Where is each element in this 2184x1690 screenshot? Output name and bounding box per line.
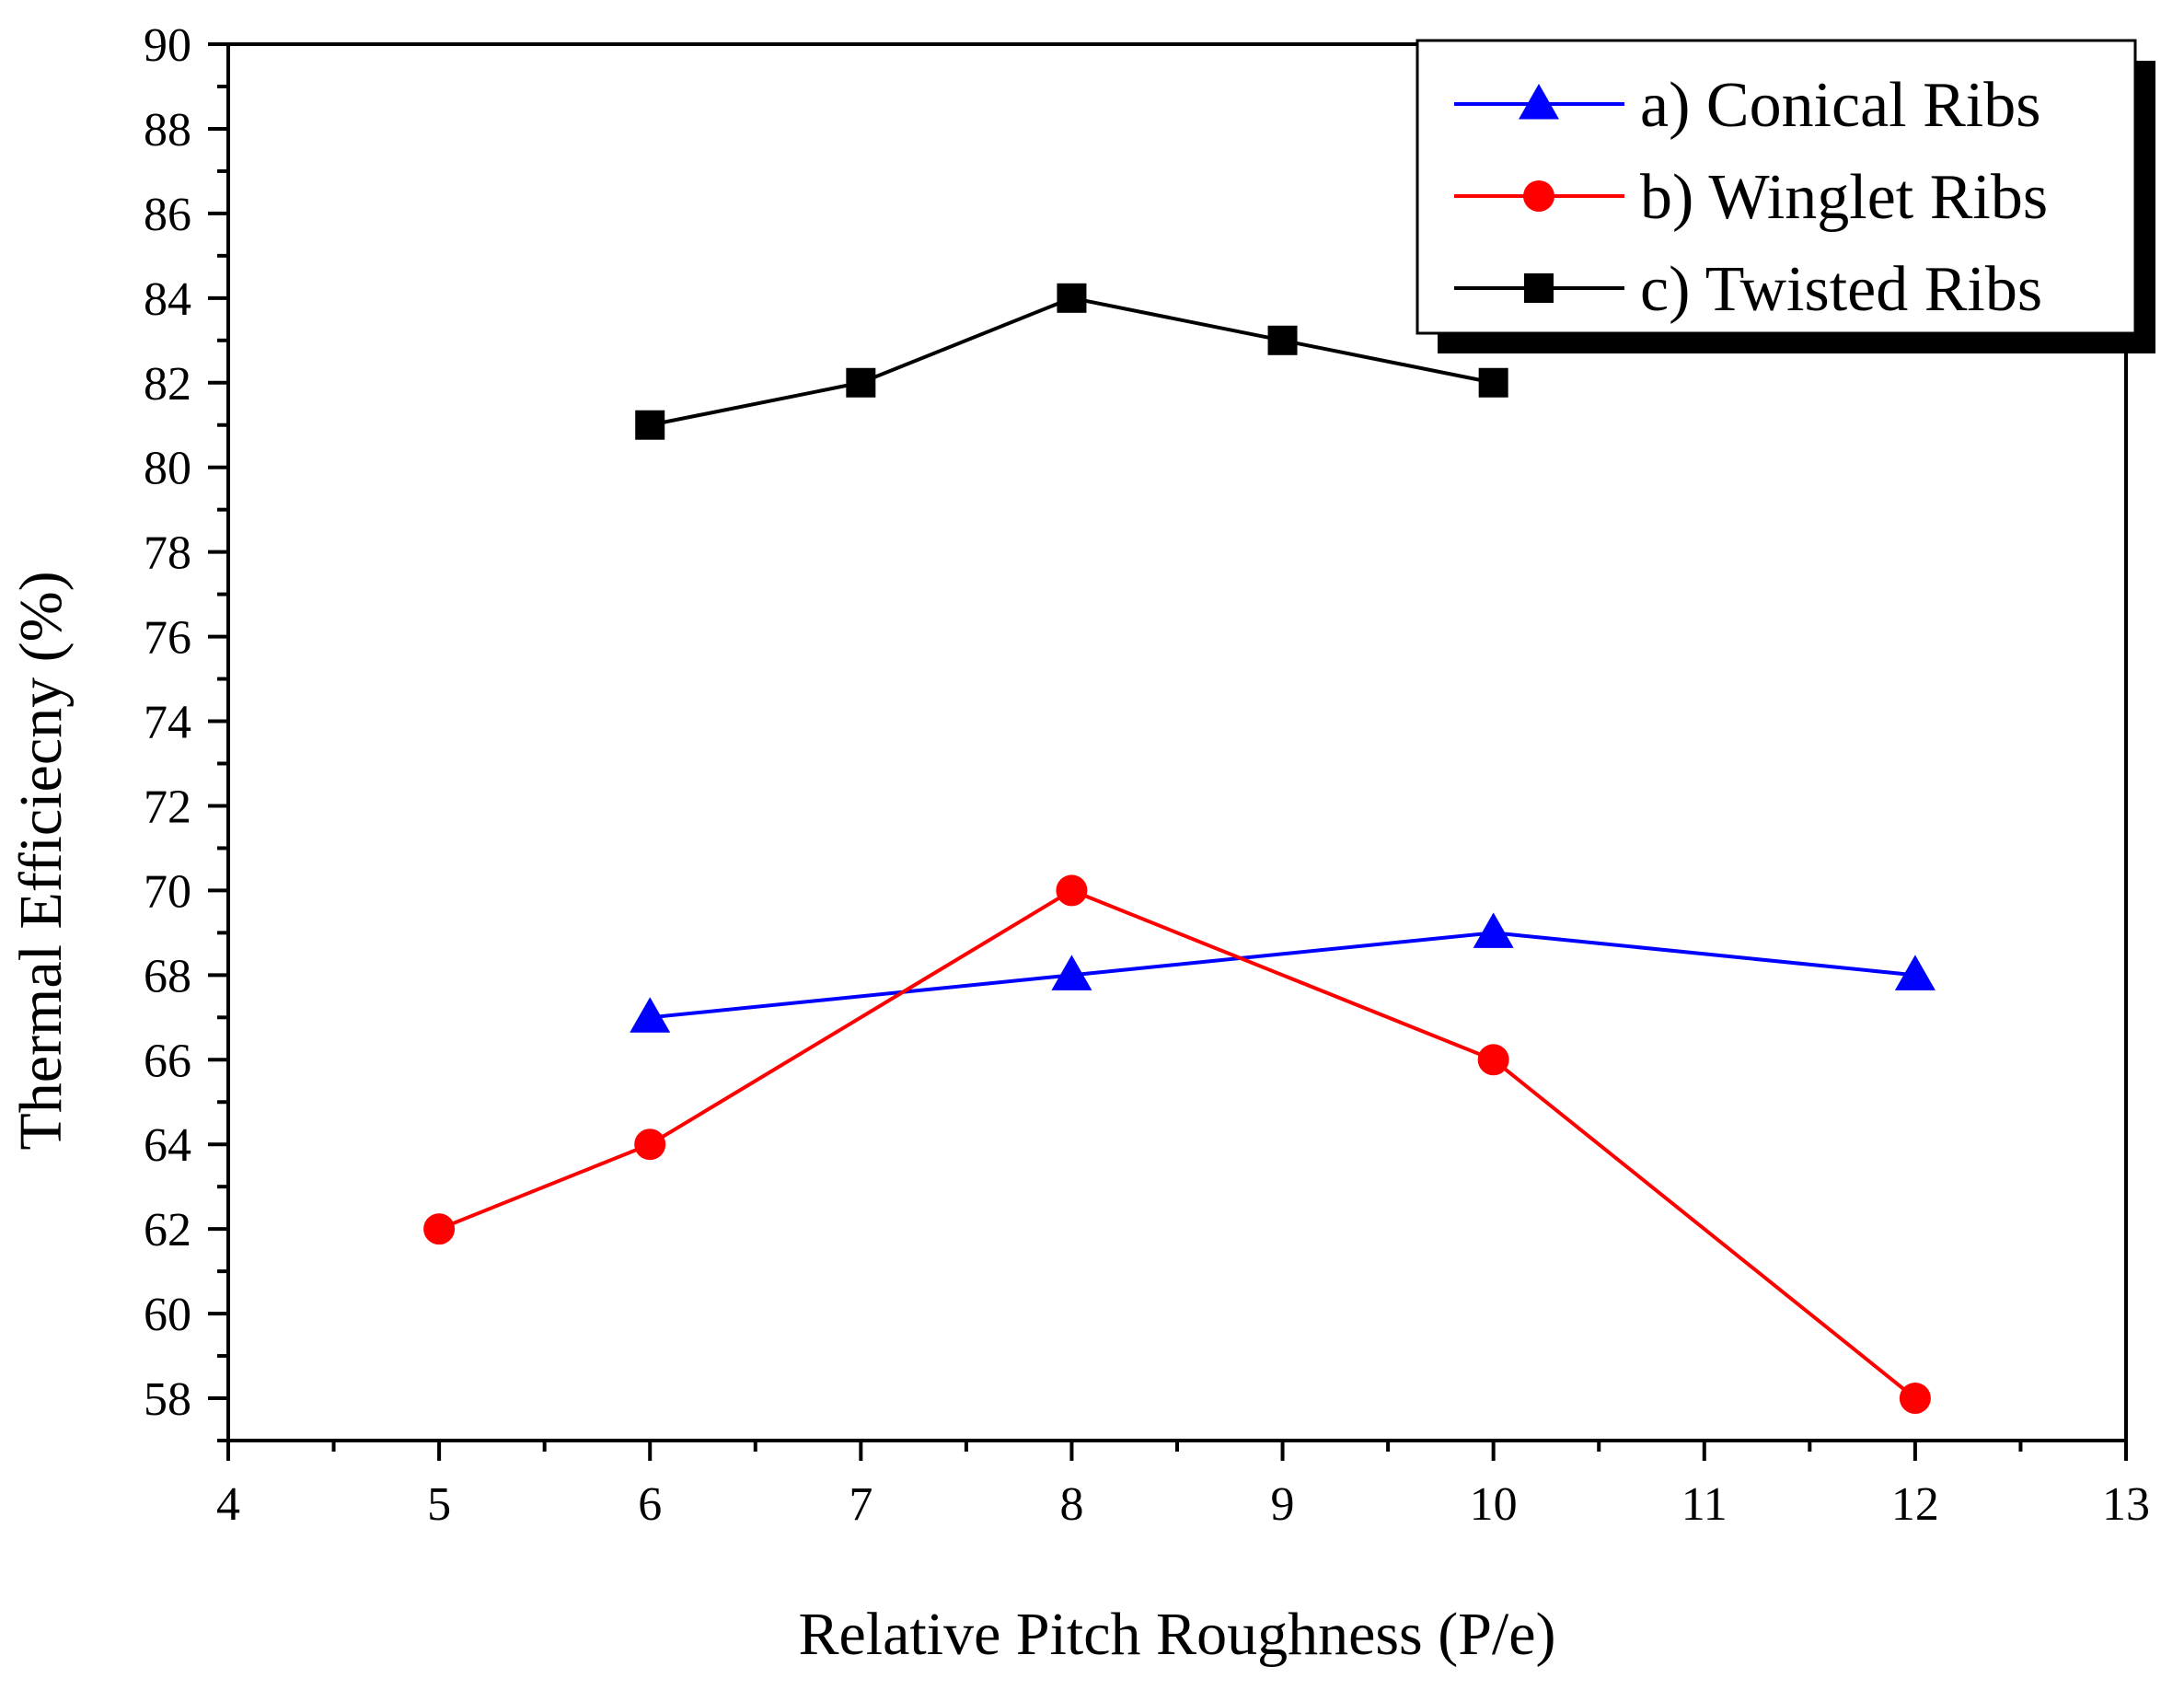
- data-point: [423, 1213, 456, 1245]
- y-tick-label: 68: [144, 950, 191, 1002]
- data-point: [1894, 955, 1936, 990]
- x-tick-label: 13: [2102, 1478, 2150, 1531]
- data-point: [630, 997, 671, 1033]
- series-triangle: [630, 912, 1936, 1033]
- y-tick-label: 90: [144, 19, 191, 72]
- data-point: [1051, 955, 1092, 990]
- data-point: [1477, 1044, 1509, 1076]
- y-tick-label: 62: [144, 1204, 191, 1256]
- data-point: [1057, 283, 1087, 313]
- data-point: [1056, 874, 1088, 907]
- data-point: [846, 367, 876, 398]
- y-tick-label: 74: [144, 697, 191, 749]
- y-tick-label: 78: [144, 527, 191, 580]
- series-line: [650, 931, 1916, 1020]
- legend-entry: c) Twisted Ribs: [1454, 254, 2042, 325]
- data-point: [1478, 367, 1508, 398]
- y-tick-label: 64: [144, 1119, 191, 1172]
- x-tick-labels: 4 5 6 7 8 9 10 11 12 13: [216, 1478, 2150, 1531]
- x-tick-label: 6: [638, 1478, 662, 1531]
- axis-ticks: [208, 42, 2128, 1461]
- y-tick-label: 66: [144, 1035, 191, 1087]
- legend-label: c) Twisted Ribs: [1640, 254, 2042, 325]
- y-tick-label: 70: [144, 865, 191, 918]
- data-point: [634, 1129, 666, 1161]
- legend: a) Conical Ribs b) Winglet Ribs c) Twisted…: [1416, 39, 2155, 353]
- y-tick-label: 84: [144, 273, 191, 326]
- y-tick-label: 60: [144, 1289, 191, 1341]
- x-tick-label: 10: [1470, 1478, 1518, 1531]
- series-circle: [423, 874, 1931, 1415]
- legend-marker: [1523, 180, 1554, 212]
- x-tick-label: 8: [1059, 1478, 1083, 1531]
- x-tick-label: 7: [849, 1478, 872, 1531]
- y-tick-label: 58: [144, 1373, 191, 1426]
- legend-label: b) Winglet Ribs: [1640, 162, 2048, 233]
- legend-marker: [1524, 273, 1554, 303]
- legend-marker: [1519, 84, 1559, 120]
- y-tick-label: 82: [144, 358, 191, 411]
- series-square: [635, 283, 1508, 440]
- x-tick-label: 9: [1271, 1478, 1295, 1531]
- x-tick-label: 11: [1681, 1478, 1728, 1531]
- series-line: [649, 295, 1495, 427]
- y-tick-label: 80: [144, 443, 191, 495]
- data-point: [1473, 912, 1514, 948]
- legend-label: a) Conical Ribs: [1640, 70, 2040, 141]
- data-point: [635, 410, 665, 440]
- y-tick-label: 86: [144, 189, 191, 241]
- legend-entry: a) Conical Ribs: [1454, 70, 2040, 141]
- y-tick-label: 88: [144, 104, 191, 156]
- data-point: [1267, 325, 1298, 355]
- x-tick-label: 12: [1891, 1478, 1939, 1531]
- y-tick-labels: 58 60 62 64 66 68 70 72 74 76 78 80 82 84 86 88 90: [144, 19, 191, 1426]
- x-tick-label: 4: [216, 1478, 240, 1531]
- x-axis-title: Relative Pitch Roughness (P/e): [798, 1601, 1555, 1668]
- y-axis-title: Thermal Efficiecny (%): [7, 571, 75, 1150]
- series-layer: [423, 283, 1936, 1415]
- x-tick-label: 5: [427, 1478, 451, 1531]
- legend-entry: b) Winglet Ribs: [1454, 162, 2048, 233]
- y-tick-label: 72: [144, 781, 191, 833]
- data-point: [1899, 1383, 1931, 1415]
- y-tick-label: 76: [144, 612, 191, 665]
